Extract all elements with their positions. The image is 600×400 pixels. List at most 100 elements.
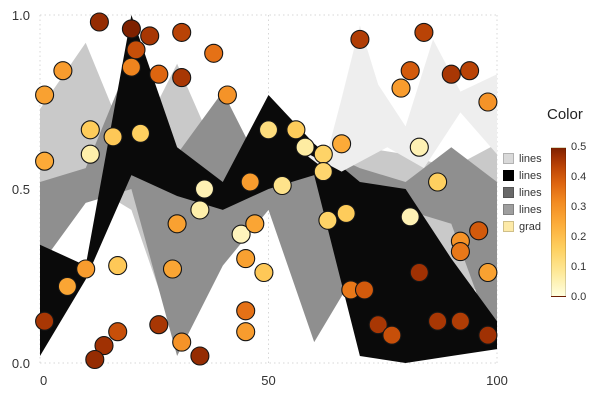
scatter-point [400, 207, 420, 227]
y-tick-label: 0.5 [12, 182, 30, 197]
area-lines-black [40, 15, 497, 363]
scatter-point [108, 322, 128, 342]
scatter-point [400, 61, 420, 81]
scatter-point [254, 262, 274, 283]
scatter-point [409, 262, 429, 283]
scatter-point [217, 85, 237, 105]
scatter-point [469, 221, 489, 241]
scatter-point [391, 78, 411, 98]
scatter-point [35, 311, 55, 331]
scatter-point [478, 325, 498, 345]
scatter-point [428, 311, 448, 331]
scatter-point [313, 162, 333, 182]
x-tick-label: 50 [261, 373, 275, 388]
scatter-point [313, 144, 333, 164]
scatter-point [172, 22, 192, 42]
scatter-point [478, 92, 498, 112]
scatter-point [236, 301, 256, 321]
scatter-point [245, 214, 265, 234]
legend-swatch [503, 221, 514, 232]
legend-key-grad-4: grad [503, 219, 549, 234]
scatter-point [35, 85, 55, 105]
scatter-point [231, 224, 251, 244]
scatter-point [85, 349, 105, 370]
scatter-point [354, 280, 375, 300]
scatter-point [236, 249, 256, 269]
scatter-point [35, 151, 55, 171]
scatter-point [441, 64, 461, 84]
area-grad-area [295, 25, 497, 172]
scatter-point [272, 175, 292, 196]
legend-key-label: lines [519, 169, 542, 182]
scatter-point [126, 40, 146, 60]
colorbar-gradient [551, 147, 566, 297]
scatter-point [236, 322, 256, 342]
scatter-point [162, 259, 183, 279]
scatter-point [108, 256, 128, 276]
colorbar-tick-label: 0.4 [571, 171, 587, 183]
scatter-point [89, 12, 109, 32]
scatter-point [130, 123, 151, 143]
legend-key-label: lines [519, 152, 542, 165]
scatter-point [332, 134, 352, 154]
scatter-point [478, 262, 498, 283]
scatter-point [140, 26, 160, 46]
scatter-point [336, 203, 356, 223]
scatter-point [190, 200, 210, 220]
scatter-point [172, 68, 192, 88]
legend-body: lines lines lines lines grad 0.5 0.4 0.3 0.2 0.1… [503, 141, 600, 303]
legend-swatch [503, 153, 514, 164]
colorbar-tick-label: 0.2 [571, 231, 587, 243]
scatter-point [121, 19, 141, 39]
scatter-point [350, 29, 370, 49]
scatter-point [295, 137, 315, 157]
legend-key-label: lines [519, 203, 542, 216]
y-tick-label: 1.0 [12, 8, 30, 23]
scatter-point [172, 332, 192, 352]
scatter-point [190, 346, 210, 366]
axis-tick-labels: 0 50 100 0.0 0.5 1.0 [12, 8, 508, 388]
scatter-point [460, 61, 480, 81]
legend-key-lines-2: lines [503, 185, 549, 200]
scatter-point [428, 172, 448, 192]
scatter-point [57, 276, 77, 296]
scatter-point [121, 57, 141, 77]
scatter-point [80, 144, 100, 164]
legend: Color lines lines lines lines grad 0.5 0.4 0.3… [503, 106, 600, 303]
scatter-point [286, 120, 306, 140]
colorbar-wrap: 0.5 0.4 0.3 0.2 0.1 0.0 [551, 141, 586, 303]
colorbar-tick-label: 0.0 [571, 291, 587, 303]
legend-key-lines-1: lines [503, 168, 549, 183]
x-tick-label: 100 [486, 373, 508, 388]
colorbar-tick-label: 0.5 [571, 141, 587, 153]
scatter-point [103, 127, 123, 147]
legend-key-label: grad [519, 220, 542, 233]
legend-swatch [503, 170, 514, 181]
scatter-point [149, 315, 169, 335]
scatter-point [167, 214, 187, 234]
scatter-point [258, 120, 279, 140]
scatter-point [382, 325, 402, 345]
scatter-point [368, 315, 388, 335]
colorbar-tick-label: 0.3 [571, 201, 587, 213]
legend-keys: lines lines lines lines grad [503, 151, 549, 297]
y-tick-label: 0.0 [12, 356, 30, 371]
scatter-point [414, 22, 434, 42]
legend-title: Color [547, 106, 583, 123]
legend-key-label: lines [519, 186, 542, 199]
scatter-point [80, 120, 100, 140]
area-layers [40, 15, 497, 363]
scatter-point [240, 172, 260, 192]
x-tick-label: 0 [40, 373, 47, 388]
scatter-points [35, 12, 498, 370]
legend-key-lines-3: lines [503, 202, 549, 217]
scatter-point [53, 61, 73, 81]
scatter-point [149, 64, 169, 84]
scatter-point [94, 336, 114, 356]
scatter-point [318, 210, 338, 230]
scatter-point [409, 137, 429, 157]
scatter-point [204, 43, 224, 63]
colorbar-tick-label: 0.1 [571, 261, 587, 273]
